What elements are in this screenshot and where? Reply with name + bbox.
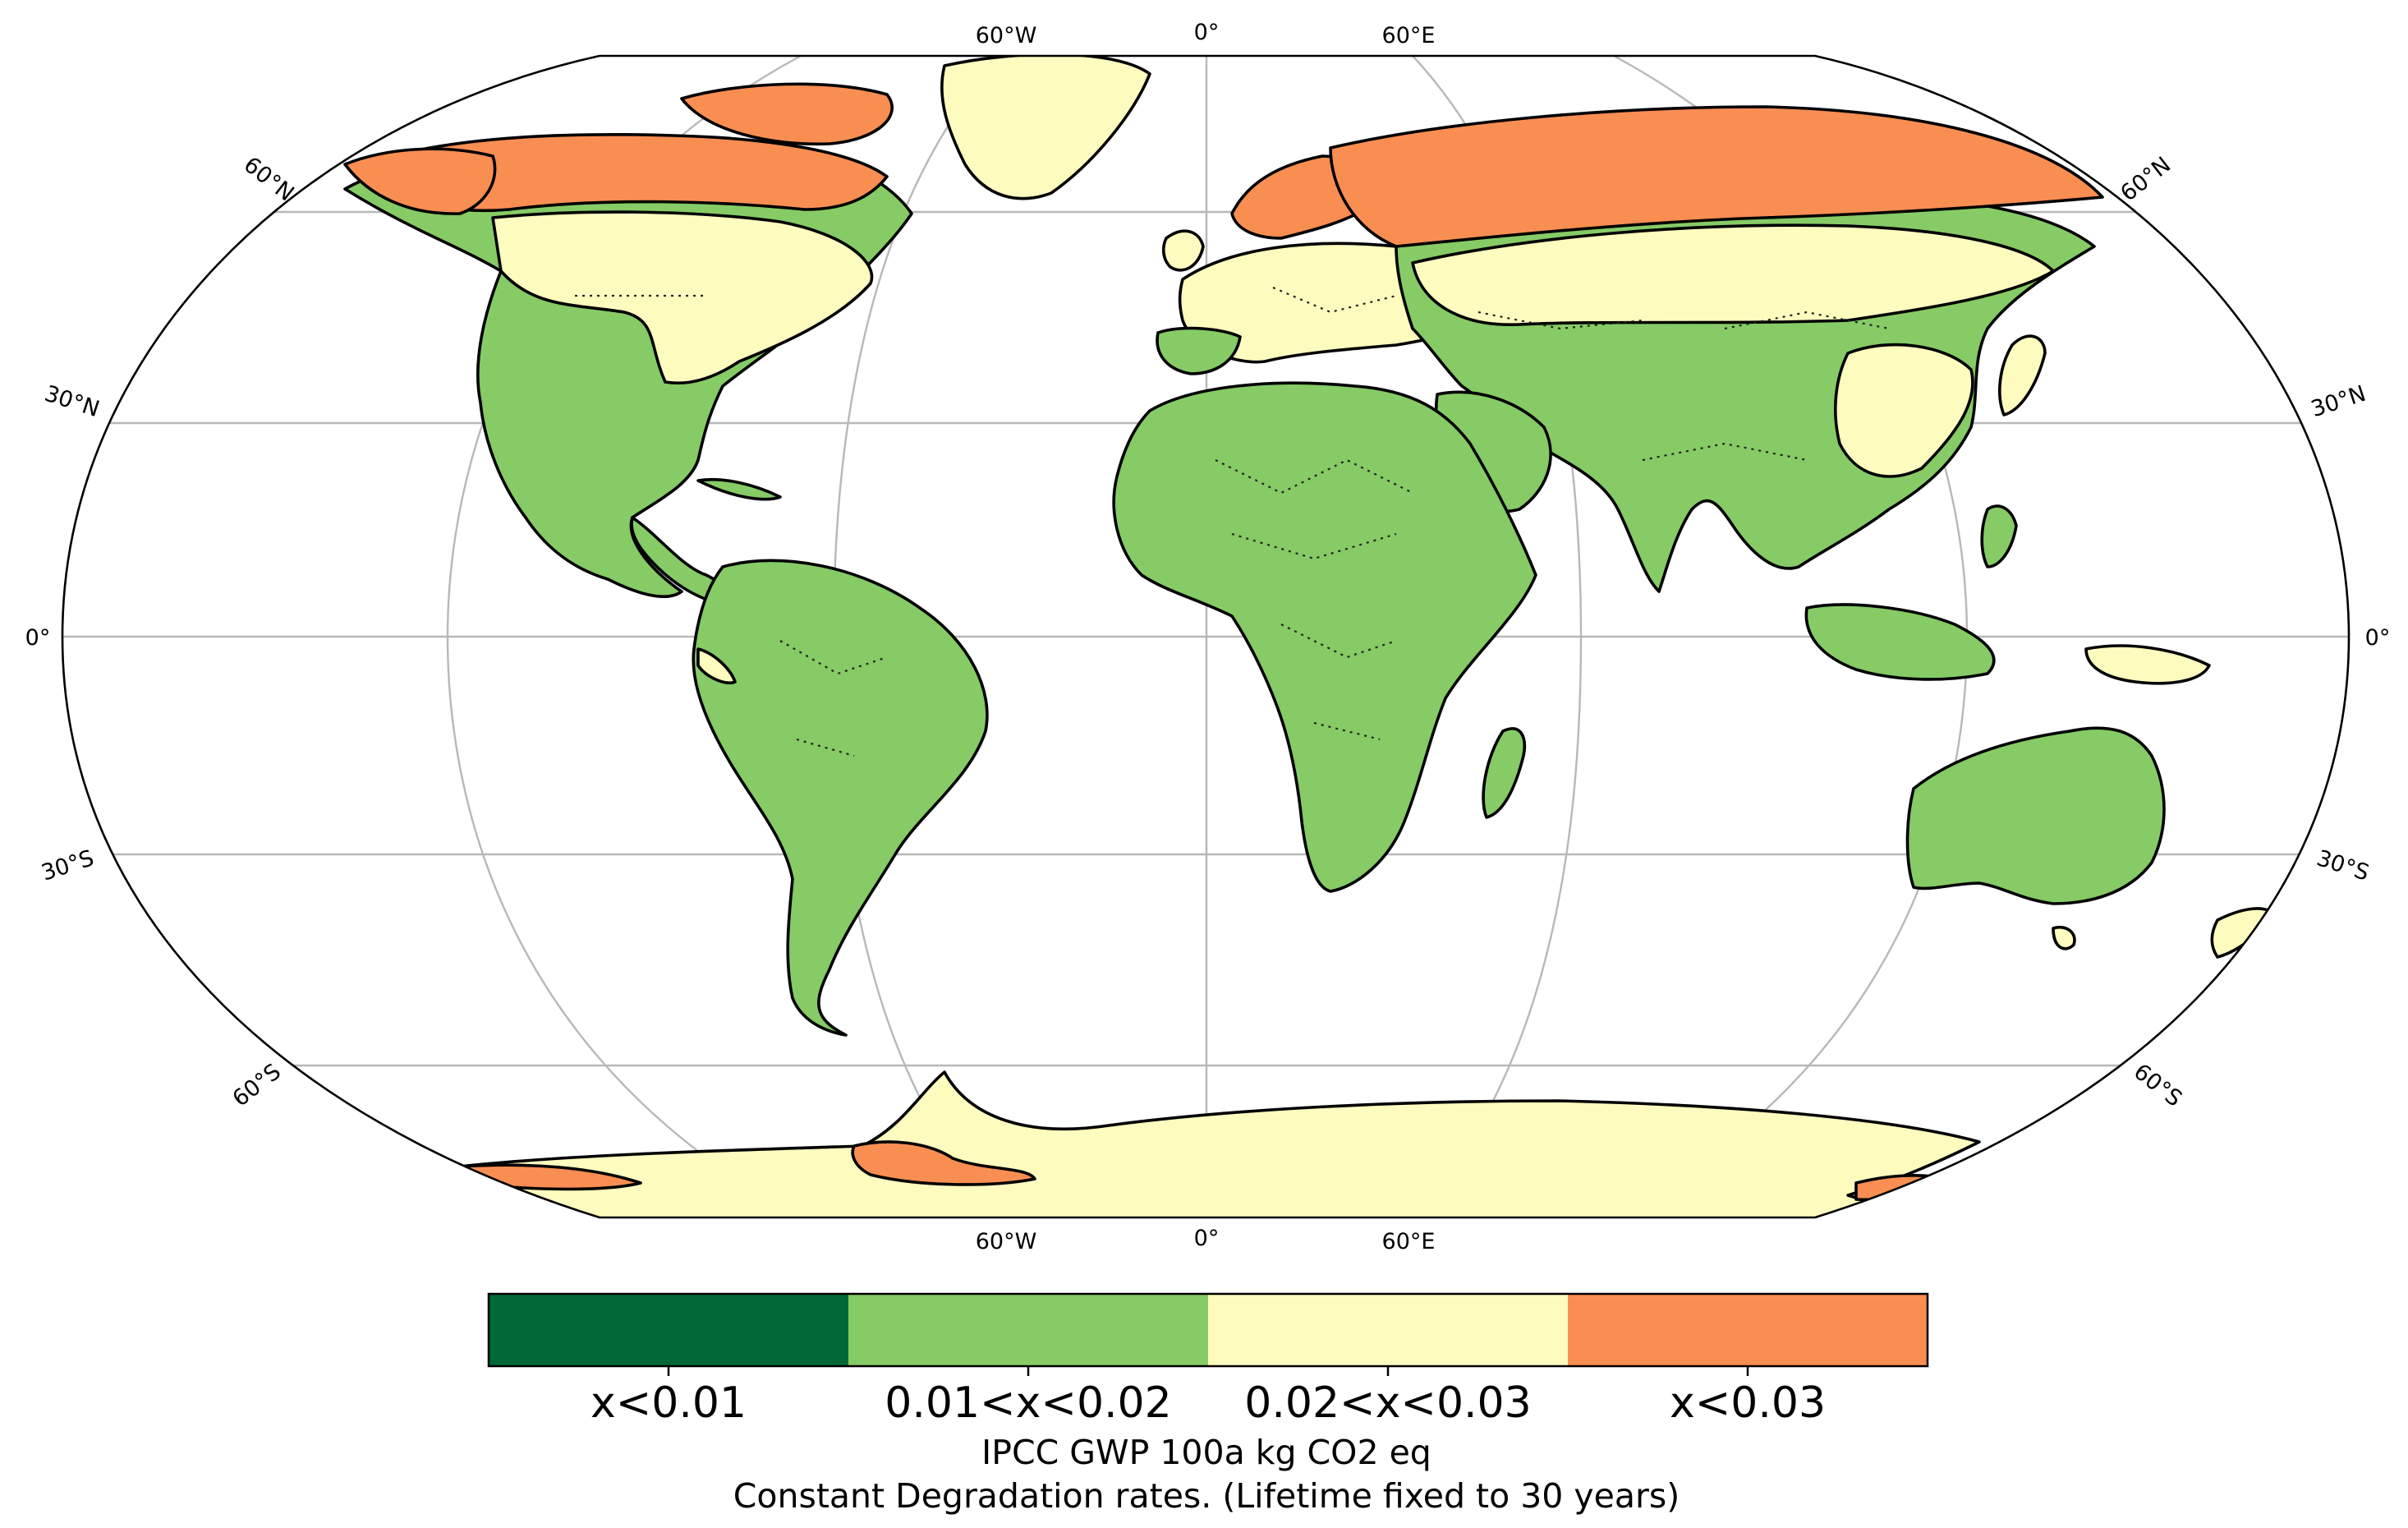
top-label-60e: 60°E bbox=[1382, 23, 1436, 48]
china-highland bbox=[1834, 343, 1974, 478]
colorbar-legend: x<0.01 0.01<x<0.02 0.02<x<0.03 x<0.03 bbox=[487, 1292, 1929, 1428]
map-outline bbox=[61, 54, 2351, 1219]
greenland-land bbox=[940, 56, 1151, 200]
left-label-30s: 30°S bbox=[39, 845, 97, 886]
colorbar-label-2: 0.01<x<0.02 bbox=[885, 1378, 1171, 1428]
caption-line-2: Constant Degradation rates. (Lifetime fi… bbox=[733, 1476, 1680, 1516]
siberia-band bbox=[1411, 223, 2055, 326]
new-guinea-land bbox=[2084, 644, 2211, 685]
new-zealand-land bbox=[2210, 907, 2277, 959]
bottom-label-60w: 60°W bbox=[976, 1229, 1037, 1254]
left-label-60s: 60°S bbox=[228, 1059, 286, 1111]
antarctica-land bbox=[458, 1070, 1981, 1217]
caption-line-1: IPCC GWP 100a kg CO2 eq bbox=[981, 1433, 1431, 1472]
colorbar-label-3: 0.02<x<0.03 bbox=[1244, 1378, 1531, 1428]
south-america-land bbox=[692, 559, 989, 1037]
colorbar-segment-4 bbox=[1568, 1294, 1928, 1366]
right-label-30s: 30°S bbox=[2314, 845, 2372, 886]
cuba-land bbox=[696, 477, 782, 501]
antarctic-peninsula-land bbox=[851, 1140, 1036, 1186]
left-label-30n: 30°N bbox=[41, 381, 102, 423]
madagascar-land bbox=[1482, 727, 1526, 819]
colorbar-segment-1 bbox=[489, 1294, 848, 1366]
right-label-60s: 60°S bbox=[2129, 1059, 2186, 1111]
colorbar-segment-3 bbox=[1208, 1294, 1568, 1366]
graticule bbox=[62, 56, 2349, 1217]
japan-land bbox=[1998, 334, 2047, 417]
colorbar-label-4: x<0.03 bbox=[1670, 1378, 1826, 1428]
top-label-60w: 60°W bbox=[976, 23, 1037, 48]
africa-land bbox=[1112, 381, 1537, 893]
arctic-islands-land bbox=[680, 82, 894, 146]
country-borders bbox=[575, 286, 1890, 757]
philippines-land bbox=[1980, 504, 2018, 568]
bottom-label-0: 0° bbox=[1194, 1226, 1220, 1251]
right-label-0: 0° bbox=[2365, 625, 2391, 651]
left-label-0: 0° bbox=[25, 625, 51, 651]
top-label-0: 0° bbox=[1194, 20, 1220, 45]
russia-arctic-band bbox=[1329, 105, 2104, 248]
southeast-asia-islands bbox=[1804, 603, 1996, 681]
land-masses bbox=[343, 56, 2277, 1217]
tasmania-land bbox=[2052, 926, 2076, 950]
bottom-label-60e: 60°E bbox=[1382, 1229, 1436, 1254]
australia-land bbox=[1905, 726, 2166, 905]
iberia-land bbox=[1156, 326, 1242, 375]
colorbar-segment-2 bbox=[848, 1294, 1208, 1366]
north-america-north-band bbox=[491, 210, 874, 385]
right-label-60n: 60°N bbox=[2116, 152, 2176, 206]
right-label-30n: 30°N bbox=[2308, 381, 2369, 423]
colorbar-frame bbox=[487, 1292, 1929, 1368]
colorbar-label-1: x<0.01 bbox=[591, 1378, 747, 1428]
alaska-land bbox=[343, 147, 497, 215]
andes-highland bbox=[696, 647, 737, 684]
british-isles-land bbox=[1161, 229, 1205, 272]
